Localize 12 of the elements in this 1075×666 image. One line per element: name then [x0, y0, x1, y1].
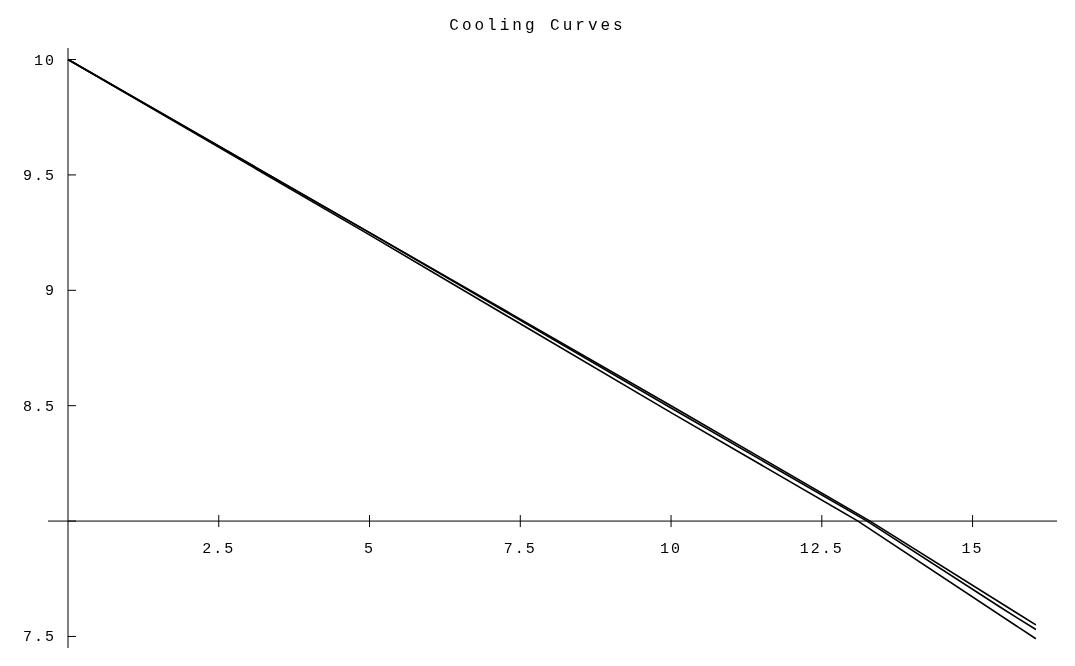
x-tick-label: 12.5: [799, 541, 844, 559]
chart-title: Cooling Curves: [449, 17, 626, 35]
y-tick-label: 8.5: [22, 398, 56, 416]
x-tick-label: 7.5: [503, 541, 537, 559]
x-tick-label: 10: [660, 541, 683, 559]
x-tick-label: 5: [364, 541, 376, 559]
y-tick-label: 9: [44, 283, 56, 301]
x-tick-label: 15: [961, 541, 984, 559]
y-tick-label: 10: [33, 52, 56, 70]
y-tick-label: 9.5: [22, 167, 56, 185]
y-tick-label: 7.5: [22, 629, 56, 647]
x-tick-label: 2.5: [202, 541, 236, 559]
